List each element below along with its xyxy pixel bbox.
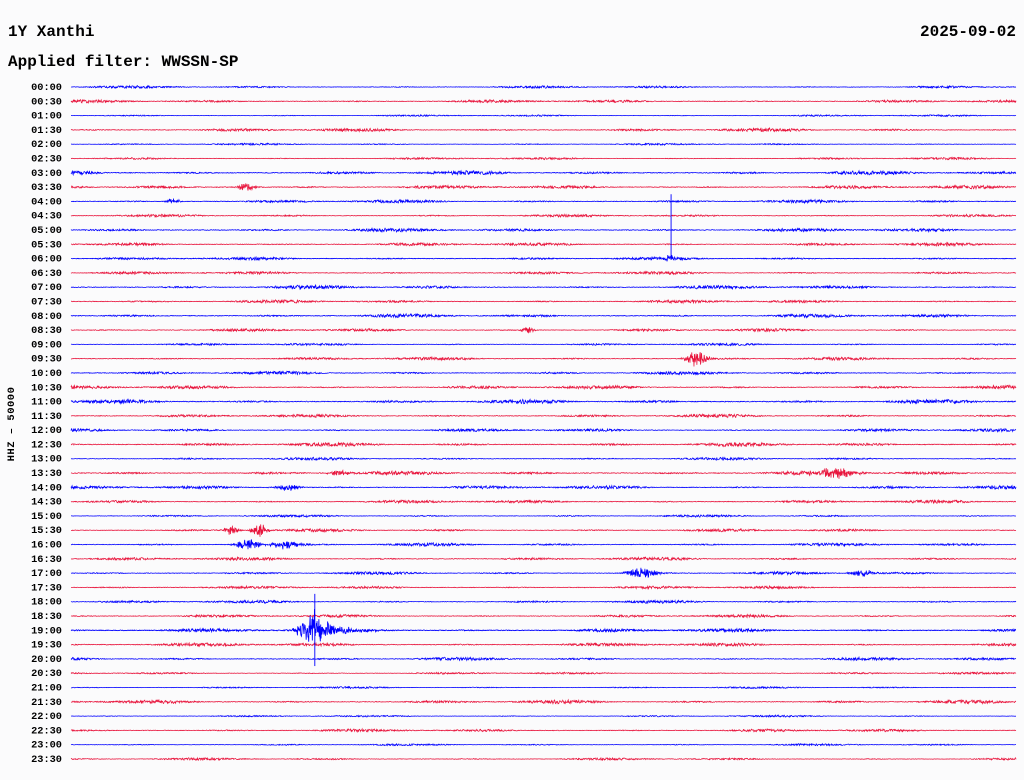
svg-text:01:00: 01:00 (31, 111, 62, 123)
svg-text:08:00: 08:00 (31, 311, 62, 323)
svg-text:02:30: 02:30 (31, 153, 62, 165)
svg-text:05:30: 05:30 (31, 239, 62, 251)
svg-text:00:30: 00:30 (31, 96, 62, 108)
svg-text:13:30: 13:30 (31, 468, 62, 480)
svg-text:14:00: 14:00 (31, 482, 62, 494)
svg-text:09:00: 09:00 (31, 339, 62, 351)
svg-text:05:00: 05:00 (31, 225, 62, 237)
svg-text:07:00: 07:00 (31, 282, 62, 294)
svg-text:08:30: 08:30 (31, 325, 62, 337)
svg-text:03:00: 03:00 (31, 168, 62, 180)
svg-text:15:00: 15:00 (31, 511, 62, 523)
svg-text:16:00: 16:00 (31, 540, 62, 552)
svg-text:18:00: 18:00 (31, 597, 62, 609)
svg-text:04:00: 04:00 (31, 196, 62, 208)
svg-text:13:00: 13:00 (31, 454, 62, 466)
svg-text:21:30: 21:30 (31, 697, 62, 709)
svg-text:10:00: 10:00 (31, 368, 62, 380)
svg-text:22:00: 22:00 (31, 711, 62, 723)
svg-text:23:30: 23:30 (31, 754, 62, 766)
svg-text:04:30: 04:30 (31, 211, 62, 223)
svg-text:15:30: 15:30 (31, 525, 62, 537)
svg-text:21:00: 21:00 (31, 683, 62, 695)
svg-text:11:00: 11:00 (31, 397, 62, 409)
svg-text:02:00: 02:00 (31, 139, 62, 151)
svg-text:06:00: 06:00 (31, 254, 62, 266)
svg-text:03:30: 03:30 (31, 182, 62, 194)
svg-text:17:00: 17:00 (31, 568, 62, 580)
svg-text:10:30: 10:30 (31, 382, 62, 394)
svg-text:19:00: 19:00 (31, 625, 62, 637)
svg-text:16:30: 16:30 (31, 554, 62, 566)
svg-text:19:30: 19:30 (31, 640, 62, 652)
svg-text:23:00: 23:00 (31, 740, 62, 752)
svg-text:06:30: 06:30 (31, 268, 62, 280)
svg-text:09:30: 09:30 (31, 354, 62, 366)
svg-text:20:00: 20:00 (31, 654, 62, 666)
svg-text:12:30: 12:30 (31, 439, 62, 451)
svg-text:01:30: 01:30 (31, 125, 62, 137)
svg-text:18:30: 18:30 (31, 611, 62, 623)
svg-text:00:00: 00:00 (31, 82, 62, 94)
svg-text:12:00: 12:00 (31, 425, 62, 437)
svg-text:07:30: 07:30 (31, 296, 62, 308)
svg-text:20:30: 20:30 (31, 668, 62, 680)
svg-text:22:30: 22:30 (31, 725, 62, 737)
svg-text:14:30: 14:30 (31, 497, 62, 509)
svg-text:17:30: 17:30 (31, 582, 62, 594)
svg-text:11:30: 11:30 (31, 411, 62, 423)
